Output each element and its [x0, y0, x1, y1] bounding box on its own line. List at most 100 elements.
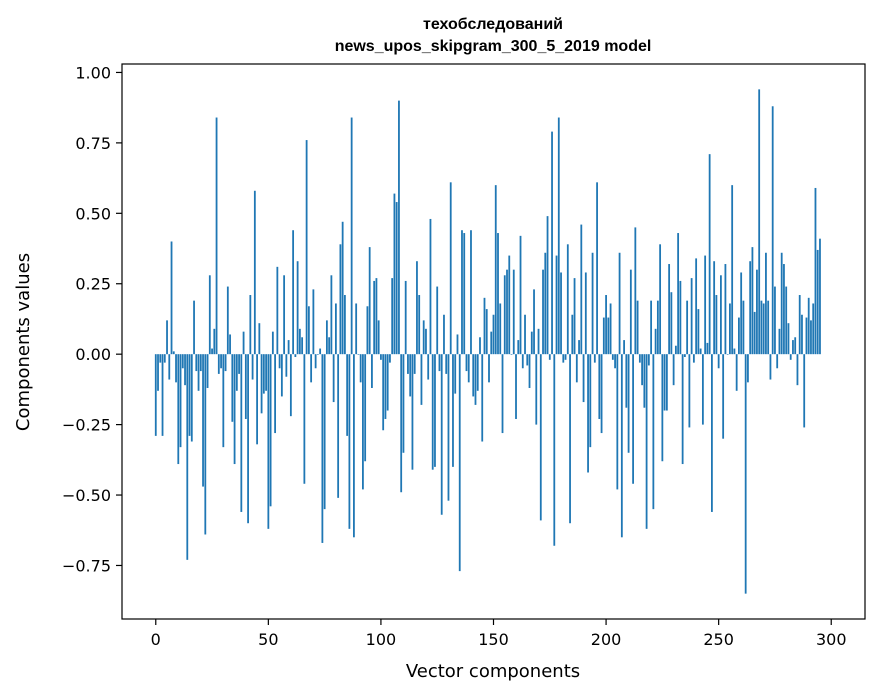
- bar-121: [427, 354, 430, 380]
- bar-98: [375, 278, 378, 355]
- bar-75: [323, 354, 326, 510]
- bar-236: [686, 300, 689, 355]
- bar-144: [479, 337, 481, 355]
- bar-94: [366, 306, 369, 355]
- bar-64: [298, 328, 301, 355]
- bar-43: [251, 354, 254, 380]
- x-axis-ticks: 0 50 100 150 200 250 300: [151, 619, 847, 649]
- y-tick-label: 1.00: [75, 63, 111, 82]
- bar-185: [571, 314, 574, 355]
- bar-92: [362, 354, 364, 490]
- bar-293: [814, 187, 817, 355]
- bar-147: [485, 309, 488, 355]
- bar-266: [753, 311, 756, 355]
- bar-287: [801, 314, 803, 355]
- bar-95: [368, 247, 371, 355]
- bar-45: [256, 354, 258, 445]
- bar-125: [436, 286, 439, 355]
- y-axis-label: Components values: [13, 253, 34, 431]
- bar-143: [476, 354, 479, 391]
- bar-19: [197, 354, 200, 391]
- bar-73: [319, 348, 322, 355]
- bar-218: [645, 354, 648, 529]
- bar-157: [508, 255, 511, 355]
- bar-69: [310, 354, 313, 383]
- bar-286: [798, 295, 801, 355]
- bar-93: [364, 354, 367, 462]
- bar-133: [454, 354, 457, 394]
- y-tick-label: 0.00: [75, 345, 111, 364]
- bar-56: [280, 354, 283, 397]
- bar-54: [276, 266, 279, 355]
- bar-292: [812, 303, 815, 355]
- bar-202: [609, 303, 612, 355]
- bar-285: [796, 354, 799, 386]
- bar-227: [665, 354, 668, 411]
- bar-270: [762, 303, 765, 355]
- bar-254: [726, 354, 729, 355]
- y-axis-ticks: −0.75 −0.50 −0.25 0.00 0.25 0.50 0.75 1.00: [62, 63, 122, 575]
- bar-237: [688, 354, 691, 428]
- bar-135: [458, 354, 461, 572]
- bar-232: [677, 233, 680, 355]
- bar-9: [175, 354, 177, 383]
- bar-220: [650, 300, 653, 355]
- bar-201: [607, 317, 610, 355]
- bar-171: [539, 354, 542, 521]
- bar-244: [704, 255, 707, 355]
- bar-65: [301, 337, 304, 355]
- bar-207: [620, 354, 623, 538]
- bar-105: [391, 278, 394, 355]
- bar-108: [398, 100, 400, 355]
- bar-40: [244, 354, 247, 419]
- bar-208: [623, 340, 625, 355]
- bar-126: [438, 354, 441, 372]
- bar-110: [402, 354, 405, 453]
- bar-262: [744, 354, 747, 594]
- bar-10: [177, 354, 180, 465]
- bar-156: [506, 269, 508, 355]
- bar-138: [465, 354, 468, 372]
- bar-127: [440, 354, 443, 515]
- bar-0: [154, 354, 157, 436]
- bar-11: [179, 354, 182, 448]
- bar-21: [202, 354, 204, 487]
- bar-62: [294, 354, 297, 357]
- bar-182: [564, 354, 567, 360]
- bar-160: [515, 354, 517, 419]
- bar-230: [672, 354, 675, 386]
- bar-250: [717, 354, 720, 369]
- bar-97: [373, 280, 376, 355]
- bar-78: [330, 275, 333, 355]
- bar-267: [756, 269, 758, 355]
- bar-168: [533, 289, 535, 355]
- bar-136: [461, 230, 463, 355]
- bar-15: [188, 354, 191, 436]
- x-tick-label: 100: [366, 630, 397, 649]
- bar-181: [562, 354, 565, 363]
- bar-214: [636, 300, 639, 355]
- bar-253: [724, 264, 727, 355]
- bar-5: [166, 320, 168, 355]
- bar-246: [708, 154, 711, 355]
- bar-137: [463, 233, 466, 355]
- bar-247: [711, 354, 713, 512]
- bar-217: [643, 354, 646, 408]
- bar-140: [470, 230, 472, 355]
- bar-211: [629, 269, 632, 355]
- bar-258: [735, 354, 738, 391]
- y-tick-label: 0.50: [75, 204, 111, 223]
- bar-13: [184, 354, 186, 386]
- bar-57: [283, 275, 286, 355]
- bar-61: [292, 230, 295, 355]
- bar-42: [249, 295, 252, 355]
- bar-199: [602, 317, 605, 355]
- bar-106: [393, 193, 396, 355]
- bar-4: [163, 354, 166, 363]
- bar-282: [789, 354, 792, 360]
- bar-295: [819, 238, 821, 355]
- bar-212: [632, 354, 634, 484]
- bar-63: [296, 261, 299, 355]
- bar-38: [240, 354, 243, 512]
- bar-276: [776, 354, 779, 369]
